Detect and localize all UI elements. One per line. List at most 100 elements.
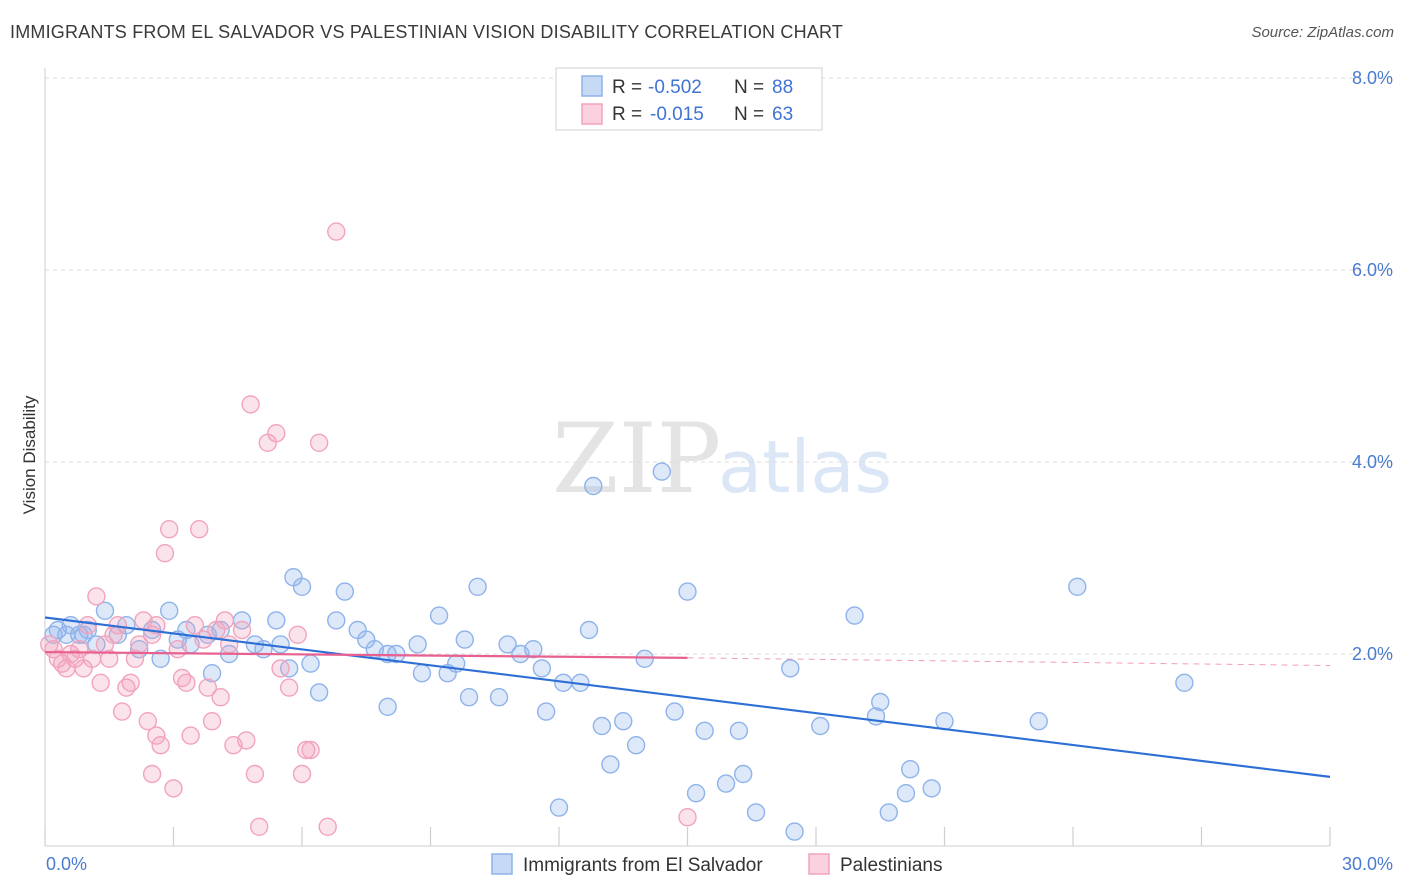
point-palestinians-25 (147, 726, 166, 745)
bottom-legend-swatch-blue (491, 853, 513, 875)
point-el-salvador-25 (267, 611, 286, 630)
point-el-salvador-72 (746, 803, 766, 822)
point-el-salvador-41 (412, 664, 432, 683)
point-el-salvador-59 (592, 716, 612, 736)
point-el-salvador-75 (811, 716, 830, 736)
legend-n-label-1: N = (734, 77, 764, 98)
point-palestinians-60 (318, 817, 337, 836)
point-palestinians-54 (279, 678, 299, 697)
point-el-salvador-55 (549, 798, 569, 817)
point-el-salvador-49 (498, 635, 517, 654)
point-palestinians-38 (194, 630, 213, 649)
series-palestinians (40, 222, 697, 836)
point-palestinians-48 (241, 395, 260, 414)
watermark-atlas: atlas (718, 425, 892, 509)
point-el-salvador-52 (532, 659, 552, 678)
x-tick-label-0: 0.0% (46, 854, 87, 874)
point-el-salvador-81 (901, 760, 920, 779)
y-axis-label: Vision Disability (20, 395, 39, 514)
point-palestinians-19 (121, 673, 140, 692)
point-el-salvador-70 (729, 721, 749, 740)
legend-n-value-1: 88 (772, 77, 793, 98)
point-el-salvador-74 (785, 822, 804, 841)
point-el-salvador-8 (95, 601, 115, 620)
point-el-salvador-63 (635, 649, 654, 668)
point-palestinians-53 (271, 659, 290, 678)
bottom-legend-swatch-pink (808, 853, 830, 875)
x-tick-label-1: 30.0% (1342, 854, 1393, 874)
point-el-salvador-47 (468, 577, 487, 596)
y-tick-label-3: 8.0% (1352, 68, 1393, 88)
point-palestinians-50 (249, 817, 269, 836)
point-palestinians-46 (232, 620, 252, 640)
legend-n-value-2: 63 (772, 104, 793, 125)
point-el-salvador-62 (626, 736, 646, 755)
tick-labels: 2.0% 4.0% 6.0% 8.0% 0.0% 30.0% (46, 68, 1393, 874)
point-el-salvador-31 (309, 683, 329, 702)
point-palestinians-1 (44, 640, 63, 659)
point-el-salvador-51 (524, 640, 543, 659)
point-palestinians-37 (189, 520, 209, 539)
point-el-salvador-48 (489, 688, 509, 707)
point-palestinians-12 (91, 673, 110, 692)
point-palestinians-58 (301, 740, 320, 760)
point-palestinians-28 (147, 616, 166, 635)
point-el-salvador-14 (160, 601, 179, 620)
point-palestinians-39 (198, 678, 217, 697)
point-palestinians-30 (160, 520, 179, 539)
point-el-salvador-71 (733, 764, 753, 784)
y-tick-label-0: 2.0% (1352, 644, 1393, 664)
point-el-salvador-33 (335, 582, 355, 601)
point-el-salvador-86 (1175, 673, 1194, 692)
point-palestinians-40 (202, 712, 222, 731)
y-tick-label-2: 6.0% (1352, 260, 1393, 280)
point-el-salvador-42 (429, 606, 449, 625)
chart-source: Source: ZipAtlas.com (1251, 24, 1394, 41)
point-el-salvador-68 (695, 721, 714, 740)
point-el-salvador-26 (271, 635, 290, 654)
legend-swatch-blue (581, 75, 603, 97)
point-el-salvador-85 (1068, 577, 1087, 596)
point-el-salvador-58 (584, 476, 603, 496)
point-palestinians-26 (151, 736, 170, 755)
point-palestinians-42 (211, 688, 230, 707)
point-el-salvador-76 (845, 606, 864, 625)
point-el-salvador-84 (1029, 712, 1048, 731)
point-el-salvador-45 (455, 630, 474, 649)
legend-n-label-2: N = (734, 104, 764, 125)
point-el-salvador-64 (652, 462, 671, 481)
gridlines (45, 77, 1392, 655)
trend-line-el-salvador (44, 616, 1331, 778)
point-el-salvador-61 (614, 712, 633, 731)
point-el-salvador-32 (327, 611, 346, 630)
legend-r-label-2: R = (612, 104, 642, 125)
point-palestinians-61 (327, 222, 346, 241)
legend-r-value-1: -0.502 (648, 77, 702, 98)
point-el-salvador-73 (781, 659, 800, 678)
watermark-zip: ZIP (552, 403, 721, 515)
point-palestinians-9 (78, 616, 98, 635)
point-palestinians-32 (168, 640, 187, 659)
point-palestinians-17 (112, 702, 132, 721)
point-el-salvador-65 (665, 702, 684, 721)
point-palestinians-52 (267, 424, 286, 443)
trend-line-palestinians (44, 650, 688, 659)
bottom-legend-label-pink: Palestinians (840, 855, 942, 876)
point-palestinians-35 (181, 726, 200, 745)
trend-line-palestinians-extension (687, 657, 1331, 667)
point-palestinians-36 (185, 616, 205, 635)
stats-legend: R = -0.502 N = 88 R = -0.015 N = 63 (555, 67, 823, 131)
point-palestinians-14 (100, 649, 119, 668)
point-el-salvador-38 (387, 644, 406, 664)
legend-swatch-pink (581, 103, 603, 125)
axes (44, 68, 1331, 847)
point-el-salvador-40 (408, 635, 427, 654)
point-palestinians-56 (292, 764, 312, 784)
point-palestinians-29 (155, 544, 175, 563)
series-el-salvador (44, 462, 1194, 841)
point-palestinians-24 (138, 712, 158, 731)
point-palestinians-44 (219, 635, 239, 654)
point-el-salvador-83 (935, 712, 954, 731)
point-el-salvador-80 (896, 784, 916, 803)
